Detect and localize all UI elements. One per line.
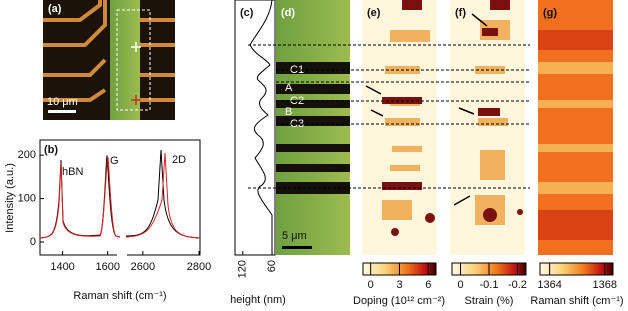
- panel-f: (f): [450, 0, 525, 255]
- colorbar-tick-label: -0.2: [508, 279, 527, 291]
- y-axis-label: Intensity (a.u.): [4, 163, 16, 233]
- x-tick-label: 120: [237, 260, 249, 278]
- panel-label: (g): [543, 7, 557, 19]
- colorbar: [539, 262, 614, 276]
- x-tick-label: 2600: [131, 261, 155, 273]
- panel-label: (b): [44, 144, 58, 156]
- x-axis-label: height (nm): [230, 294, 286, 306]
- peak-label: hBN: [62, 166, 83, 178]
- peak-label: G: [110, 155, 119, 167]
- colorbar-label: Doping (10¹² cm⁻²): [353, 295, 445, 307]
- x-tick-label: 1600: [95, 261, 119, 273]
- x-tick-label: 1400: [50, 261, 74, 273]
- panel-c: (c) height (nm): [230, 0, 286, 306]
- panel-e: (e): [362, 0, 437, 255]
- y-tick-label: 200: [18, 149, 36, 161]
- scale-bar-label: 10 μm: [47, 96, 78, 108]
- panel-a: (a) 10 μm: [43, 0, 175, 120]
- panel-label: (e): [367, 7, 381, 19]
- colorbar-tick-label: 1364: [537, 279, 561, 291]
- colorbar-tick-label: 3: [396, 279, 402, 291]
- colorbar-tick-label: 6: [425, 279, 431, 291]
- x-tick-label: 60: [266, 260, 278, 272]
- y-tick-label: 0: [30, 236, 36, 248]
- colorbar-tick-label: 0: [368, 279, 374, 291]
- panel-label: (c): [240, 7, 254, 19]
- region-label: A: [285, 82, 293, 94]
- guide-lines: [248, 44, 530, 189]
- y-tick-label: 100: [18, 192, 36, 204]
- panel-label: (d): [281, 7, 295, 19]
- colorbar-tick-label: 0: [457, 279, 463, 291]
- panel-label: (f): [455, 7, 466, 19]
- panel-label: (a): [48, 3, 62, 15]
- region-label: B: [285, 106, 292, 118]
- colorbar-tick-label: -0.1: [480, 279, 499, 291]
- panel-g: (g): [538, 0, 613, 255]
- panel-d: (d) C1 A C2 B C3 5 μm: [276, 0, 350, 255]
- x-axis-label: Raman shift (cm⁻¹): [73, 290, 166, 302]
- colorbar-label: Strain (%): [465, 295, 514, 307]
- panel-b: (b) hBN G 2D Raman shift (cm⁻¹) Intensit…: [4, 139, 201, 302]
- colorbar-tick-label: 1368: [592, 279, 616, 291]
- x-tick-label: 2800: [187, 261, 211, 273]
- peak-label: 2D: [172, 154, 186, 166]
- scale-bar-label: 5 μm: [282, 230, 307, 242]
- arrows: [365, 13, 488, 206]
- colorbar-label: Raman shift (cm⁻¹): [530, 295, 623, 307]
